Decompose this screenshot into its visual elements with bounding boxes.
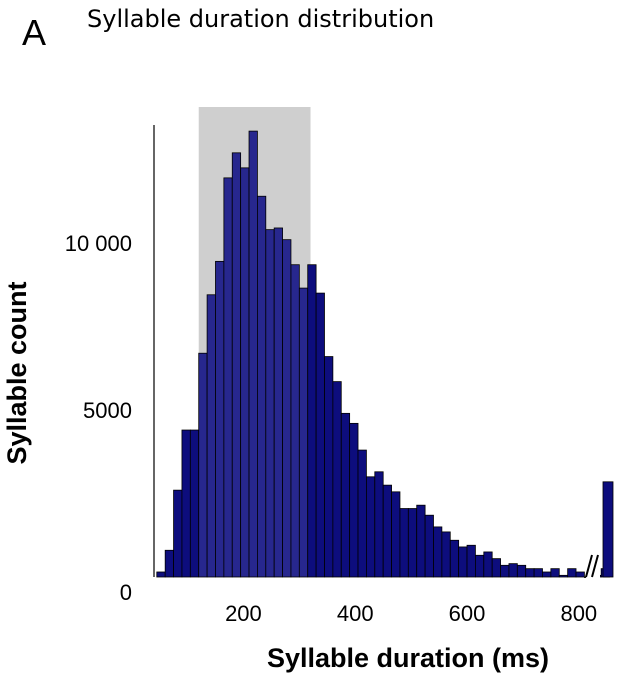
histogram-bar xyxy=(466,544,476,578)
histogram-bar xyxy=(550,568,560,578)
histogram-bar xyxy=(391,491,401,578)
x-tick-label: 800 xyxy=(560,601,597,626)
histogram-bar xyxy=(475,554,485,578)
x-tick-labels: 200 400 600 800 xyxy=(225,601,597,626)
axis-break-slash-2 xyxy=(591,554,599,578)
histogram-bar xyxy=(290,264,300,578)
histogram-bar xyxy=(189,429,200,578)
histogram-bar xyxy=(332,381,342,578)
histogram-bar xyxy=(340,412,351,578)
histogram-bar xyxy=(575,571,585,578)
y-tick-label: 10 000 xyxy=(65,231,132,256)
histogram-bar xyxy=(525,568,535,578)
histogram-bar xyxy=(240,167,250,578)
histogram-bar xyxy=(533,568,543,578)
histogram-bar xyxy=(374,471,384,578)
histogram-bar xyxy=(156,571,166,578)
x-tick-label: 400 xyxy=(337,601,374,626)
histogram-bar xyxy=(567,568,577,578)
histogram-bar xyxy=(173,489,183,578)
x-tick-label: 600 xyxy=(449,601,486,626)
axis-break-slash-1 xyxy=(585,554,593,578)
histogram-bar xyxy=(449,539,460,578)
histogram-bar xyxy=(265,229,275,578)
histogram-bar xyxy=(215,260,225,578)
y-tick-label: 5000 xyxy=(83,398,132,423)
histogram-bar xyxy=(558,574,569,578)
panel-label: A xyxy=(22,12,46,53)
histogram-bar xyxy=(231,152,242,578)
histogram-bar xyxy=(424,514,434,578)
y-axis-label: Syllable count xyxy=(2,281,32,464)
histogram-bar xyxy=(282,239,292,578)
histogram-bar xyxy=(416,504,426,578)
y-tick-label: 0 xyxy=(120,580,132,605)
histogram-bar xyxy=(458,546,468,578)
x-axis-label: Syllable duration (ms) xyxy=(267,643,549,673)
histogram-bar xyxy=(206,294,216,578)
histogram-bar xyxy=(357,449,367,578)
histogram-bar xyxy=(164,549,174,578)
histogram-bar xyxy=(433,526,443,578)
histogram-bar xyxy=(315,292,325,578)
x-tick-label: 200 xyxy=(225,601,262,626)
histogram-bar xyxy=(516,564,527,578)
axis-break-marker xyxy=(585,553,600,579)
histogram-bar xyxy=(382,484,392,578)
y-tick-labels: 0 5000 10 000 xyxy=(65,231,132,605)
histogram-bar xyxy=(307,264,317,578)
histogram-bar xyxy=(508,563,518,578)
histogram-bar xyxy=(248,130,258,578)
histogram-bar xyxy=(491,558,501,578)
histogram-bar xyxy=(257,195,267,578)
histogram-bar xyxy=(441,531,451,578)
histogram-bar xyxy=(500,564,510,578)
histogram-bar xyxy=(399,508,409,578)
overflow-bar xyxy=(602,481,614,578)
histogram-bar xyxy=(407,508,418,578)
bars-layer xyxy=(156,130,614,578)
histogram-bar xyxy=(198,352,208,578)
histogram-bar xyxy=(181,429,191,578)
histogram-bar xyxy=(366,476,376,578)
histogram-bar xyxy=(324,356,334,578)
histogram-bar xyxy=(273,227,283,578)
histogram-bar xyxy=(483,551,493,578)
chart-title: Syllable duration distribution xyxy=(87,5,434,33)
histogram-bar xyxy=(349,422,359,578)
histogram-bar xyxy=(542,571,552,578)
histogram-bar xyxy=(223,177,233,578)
histogram-bar xyxy=(298,287,309,578)
